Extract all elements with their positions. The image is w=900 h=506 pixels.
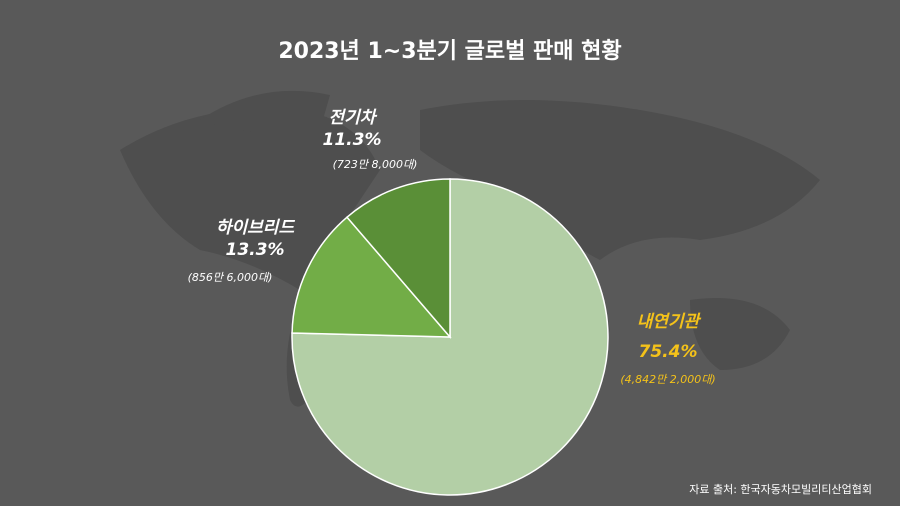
source-note: 자료 출처: 한국자동차모빌리티산업협회 bbox=[689, 483, 872, 496]
slice-count: (4,842만 2,000대) bbox=[620, 373, 715, 386]
slice-label: 내연기관 bbox=[637, 312, 702, 332]
pie-slice bbox=[291, 216, 452, 338]
slice-count: (723만 8,000대) bbox=[333, 158, 418, 171]
slice-percent: 11.3% bbox=[323, 130, 382, 150]
slice-percent: 13.3% bbox=[226, 240, 285, 260]
slice-percent: 75.4% bbox=[639, 342, 698, 362]
slice-count: (856만 6,000대) bbox=[188, 271, 273, 284]
slice-label: 하이브리드 bbox=[216, 218, 296, 238]
pie-slice bbox=[345, 178, 451, 340]
slice-label: 전기차 bbox=[329, 108, 378, 128]
chart-title: 2023년 1~3분기 글로벌 판매 현황 bbox=[278, 39, 621, 64]
